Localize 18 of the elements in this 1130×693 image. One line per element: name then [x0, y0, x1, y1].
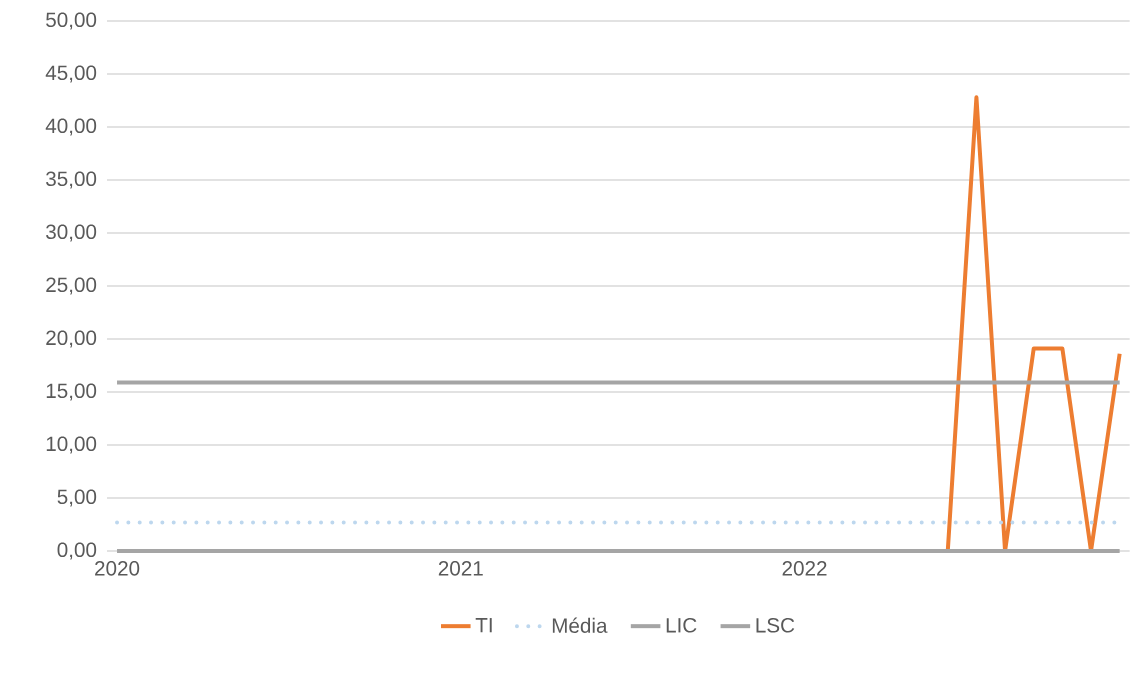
- y-tick-label: 50,00: [46, 12, 97, 30]
- y-tick-label: 30,00: [46, 224, 97, 242]
- y-tick-label: 35,00: [46, 171, 97, 189]
- y-tick-label: 40,00: [45, 118, 97, 136]
- x-tick-label: 2020: [95, 561, 140, 576]
- legend-label: LSC: [756, 617, 795, 633]
- y-tick-label: 10,00: [46, 436, 97, 454]
- y-tick-label: 0,00: [57, 542, 97, 560]
- x-tick-label: 2022: [782, 561, 827, 576]
- y-tick-label: 45,00: [45, 65, 97, 83]
- legend-label: TI: [475, 618, 492, 633]
- y-tick-label: 25,00: [46, 277, 97, 295]
- y-tick-label: 15,00: [46, 383, 97, 401]
- x-tick-label: 2021: [438, 561, 483, 576]
- y-tick-label: 5,00: [57, 489, 97, 507]
- legend-label: LIC: [666, 617, 697, 633]
- y-tick-label: 20,00: [46, 330, 97, 348]
- legend-label: Média: [552, 617, 608, 633]
